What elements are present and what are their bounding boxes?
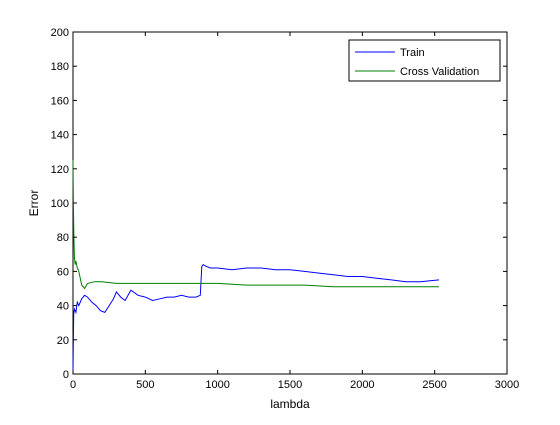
y-tick-label: 60 (57, 266, 69, 278)
axes-frame (72, 31, 508, 375)
series-layer (72, 160, 440, 371)
y-tick-label: 180 (51, 61, 69, 73)
y-tick-label: 200 (51, 27, 69, 39)
x-tick-label: 0 (70, 379, 76, 391)
x-tick-label: 500 (136, 379, 154, 391)
legend-box (348, 39, 501, 82)
y-tick-label: 160 (51, 95, 69, 107)
legend-label-cross-validation: Cross Validation (400, 66, 479, 78)
y-tick-label: 80 (57, 232, 69, 244)
x-tick-label: 1000 (205, 379, 229, 391)
series-line-train (72, 263, 440, 371)
ticks-layer: 0 500 1000 1500 2000 2500 3000 0 20 40 60 80 100 120 1… (51, 27, 520, 391)
x-tick-label: 2500 (422, 379, 446, 391)
y-axis-label: Error (27, 190, 41, 217)
y-tick-label: 100 (51, 198, 69, 210)
y-tick-label: 0 (63, 369, 69, 381)
x-tick-label: 1500 (278, 379, 302, 391)
x-tick-label: 3000 (495, 379, 519, 391)
y-tick-label: 120 (51, 164, 69, 176)
x-axis-label: lambda (270, 397, 310, 411)
y-tick-label: 40 (57, 301, 69, 313)
x-tick-label: 2000 (350, 379, 374, 391)
y-tick-label: 140 (51, 130, 69, 142)
series-line-cross-validation (72, 160, 439, 290)
y-tick-label: 20 (57, 335, 69, 347)
plot-area-border (72, 31, 508, 375)
legend-label-train: Train (400, 47, 425, 59)
legend: Train Cross Validation (348, 39, 501, 82)
